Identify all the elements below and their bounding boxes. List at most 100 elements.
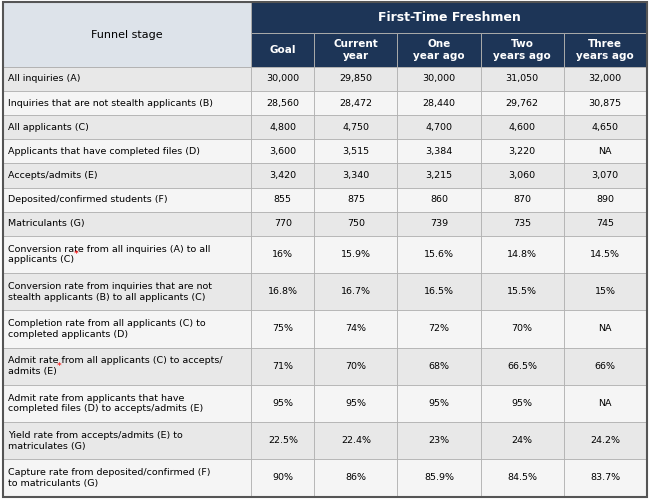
Bar bbox=[3, 348, 252, 385]
Text: Goal: Goal bbox=[270, 45, 296, 55]
Text: 95%: 95% bbox=[512, 399, 532, 408]
Text: *: * bbox=[57, 362, 61, 371]
Bar bbox=[3, 164, 252, 188]
Bar bbox=[564, 236, 647, 273]
Bar bbox=[252, 164, 315, 188]
Text: 16.7%: 16.7% bbox=[341, 287, 371, 296]
Text: 890: 890 bbox=[596, 195, 614, 204]
Text: 71%: 71% bbox=[272, 362, 293, 371]
Bar bbox=[315, 212, 397, 236]
Text: 739: 739 bbox=[430, 220, 448, 229]
Text: 24.2%: 24.2% bbox=[590, 436, 620, 445]
Bar bbox=[480, 139, 564, 164]
Text: 95%: 95% bbox=[428, 399, 450, 408]
Bar bbox=[252, 385, 315, 422]
Bar bbox=[397, 32, 480, 67]
Text: Three
years ago: Three years ago bbox=[577, 39, 634, 61]
Text: 23%: 23% bbox=[428, 436, 450, 445]
Bar bbox=[397, 459, 480, 497]
Bar bbox=[480, 115, 564, 139]
Text: 16%: 16% bbox=[272, 250, 293, 259]
Text: 860: 860 bbox=[430, 195, 448, 204]
Bar bbox=[397, 348, 480, 385]
Bar bbox=[252, 139, 315, 164]
Text: Matriculants (G): Matriculants (G) bbox=[8, 220, 84, 229]
Bar bbox=[315, 32, 397, 67]
Text: 86%: 86% bbox=[345, 474, 367, 483]
Text: 4,650: 4,650 bbox=[592, 123, 619, 132]
Bar bbox=[564, 212, 647, 236]
Bar bbox=[480, 164, 564, 188]
Bar bbox=[564, 115, 647, 139]
Text: First-Time Freshmen: First-Time Freshmen bbox=[378, 11, 521, 24]
Bar bbox=[480, 188, 564, 212]
Text: 15.5%: 15.5% bbox=[507, 287, 537, 296]
Bar bbox=[315, 273, 397, 310]
Text: 4,800: 4,800 bbox=[269, 123, 296, 132]
Text: Funnel stage: Funnel stage bbox=[92, 30, 163, 40]
Bar bbox=[252, 459, 315, 497]
Text: Capture rate from deposited/confirmed (F)
to matriculants (G): Capture rate from deposited/confirmed (F… bbox=[8, 468, 211, 488]
Text: 3,340: 3,340 bbox=[343, 171, 370, 180]
Bar bbox=[315, 67, 397, 91]
Text: 30,875: 30,875 bbox=[589, 99, 622, 108]
Text: Yield rate from accepts/admits (E) to
matriculates (G): Yield rate from accepts/admits (E) to ma… bbox=[8, 431, 183, 451]
Text: Accepts/admits (E): Accepts/admits (E) bbox=[8, 171, 97, 180]
Bar bbox=[480, 348, 564, 385]
Bar bbox=[252, 273, 315, 310]
Text: 745: 745 bbox=[596, 220, 614, 229]
Bar bbox=[315, 164, 397, 188]
Text: 75%: 75% bbox=[272, 324, 293, 333]
Bar bbox=[397, 67, 480, 91]
Text: 85.9%: 85.9% bbox=[424, 474, 454, 483]
Text: One
year ago: One year ago bbox=[413, 39, 465, 61]
Text: 15%: 15% bbox=[595, 287, 616, 296]
Bar bbox=[480, 310, 564, 348]
Text: Applicants that have completed files (D): Applicants that have completed files (D) bbox=[8, 147, 200, 156]
Bar bbox=[564, 385, 647, 422]
Bar bbox=[315, 348, 397, 385]
Bar bbox=[315, 115, 397, 139]
Text: 74%: 74% bbox=[345, 324, 367, 333]
Bar bbox=[252, 236, 315, 273]
Text: 90%: 90% bbox=[272, 474, 293, 483]
Text: 3,215: 3,215 bbox=[426, 171, 452, 180]
Text: 3,220: 3,220 bbox=[508, 147, 536, 156]
Bar bbox=[3, 385, 252, 422]
Bar bbox=[397, 310, 480, 348]
Text: 875: 875 bbox=[347, 195, 365, 204]
Text: Deposited/confirmed students (F): Deposited/confirmed students (F) bbox=[8, 195, 168, 204]
Bar bbox=[252, 212, 315, 236]
Bar bbox=[480, 212, 564, 236]
Text: Admit rate from applicants that have
completed files (D) to accepts/admits (E): Admit rate from applicants that have com… bbox=[8, 394, 203, 413]
Text: 4,750: 4,750 bbox=[343, 123, 369, 132]
Text: 83.7%: 83.7% bbox=[590, 474, 620, 483]
Text: 66%: 66% bbox=[595, 362, 616, 371]
Bar bbox=[252, 32, 315, 67]
Text: NA: NA bbox=[599, 399, 612, 408]
Bar bbox=[480, 385, 564, 422]
Text: 3,070: 3,070 bbox=[592, 171, 619, 180]
Text: Completion rate from all applicants (C) to
completed applicants (D): Completion rate from all applicants (C) … bbox=[8, 319, 205, 339]
Bar bbox=[480, 422, 564, 459]
Text: 3,420: 3,420 bbox=[269, 171, 296, 180]
Bar bbox=[480, 91, 564, 115]
Bar bbox=[252, 422, 315, 459]
Bar bbox=[315, 91, 397, 115]
Bar bbox=[480, 67, 564, 91]
Text: 29,762: 29,762 bbox=[506, 99, 539, 108]
Bar bbox=[3, 91, 252, 115]
Bar bbox=[397, 91, 480, 115]
Bar bbox=[564, 348, 647, 385]
Text: 750: 750 bbox=[347, 220, 365, 229]
Bar bbox=[3, 139, 252, 164]
Text: Admit rate from all applicants (C) to accepts/
admits (E): Admit rate from all applicants (C) to ac… bbox=[8, 356, 222, 376]
Bar bbox=[564, 273, 647, 310]
Text: Current
year: Current year bbox=[333, 39, 378, 61]
Text: Two
years ago: Two years ago bbox=[493, 39, 551, 61]
Text: 870: 870 bbox=[513, 195, 531, 204]
Text: 770: 770 bbox=[274, 220, 292, 229]
Bar bbox=[564, 32, 647, 67]
Bar bbox=[397, 212, 480, 236]
Bar bbox=[315, 139, 397, 164]
